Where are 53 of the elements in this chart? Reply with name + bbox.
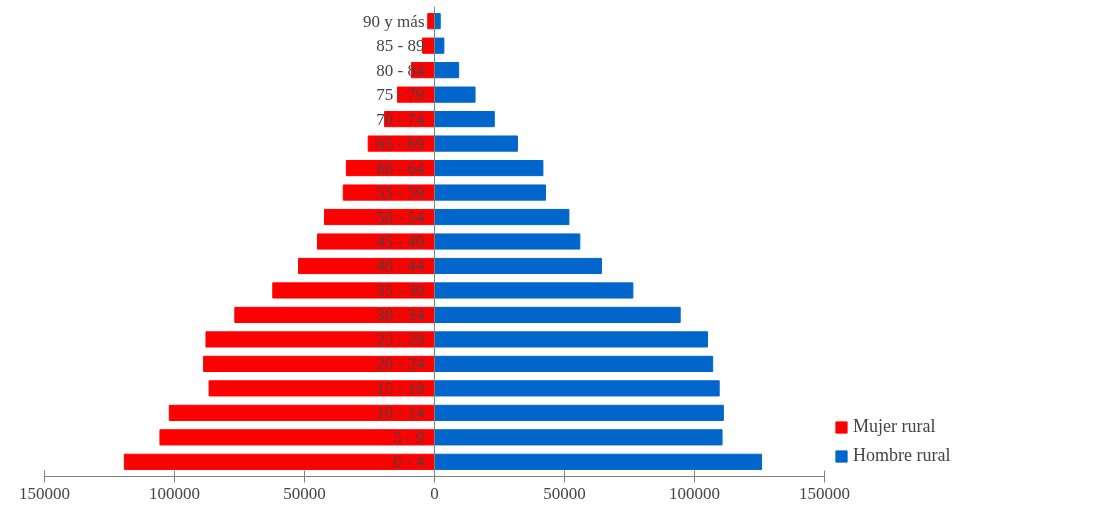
bar [208, 380, 435, 397]
x-tick-label: 100000 [669, 483, 720, 503]
bar [434, 62, 460, 79]
y-tick-label: 60 - 64 [376, 158, 425, 178]
y-tick-label: 5 - 9 [393, 427, 425, 447]
bar [123, 453, 435, 470]
bar [434, 208, 570, 226]
bar [168, 404, 435, 421]
bar [434, 159, 544, 177]
bar [434, 453, 763, 470]
legend-label: Mujer rural [853, 416, 936, 437]
y-tick-label: 25 - 29 [376, 329, 425, 349]
y-tick-label: 30 - 34 [376, 305, 425, 325]
legend-label: Hombre rural [853, 445, 951, 466]
bar [234, 306, 435, 324]
y-tick-label: 50 - 54 [376, 207, 425, 227]
bar [205, 331, 435, 348]
y-tick-label: 15 - 19 [376, 378, 425, 398]
x-tick-label: 100000 [149, 483, 200, 503]
y-tick-label: 10 - 14 [376, 403, 425, 423]
y-tick-label: 20 - 24 [376, 354, 425, 374]
bar [434, 135, 518, 152]
bar [434, 111, 495, 128]
bar [434, 355, 714, 372]
bar [434, 282, 634, 299]
bar [434, 233, 581, 250]
y-tick-label: 0 - 4 [393, 452, 425, 472]
x-tick-label: 150000 [19, 483, 70, 503]
bar [434, 37, 445, 54]
y-tick-label: 75 - 79 [376, 85, 425, 105]
y-tick-label: 55 - 59 [376, 183, 425, 203]
y-tick-label: 65 - 69 [376, 134, 425, 154]
bar [434, 404, 724, 421]
bar [272, 282, 435, 299]
y-tick-label: 90 y más [363, 11, 425, 31]
y-tick-label: 40 - 44 [376, 256, 425, 276]
bar [434, 257, 602, 275]
bar [317, 233, 435, 250]
bar [159, 429, 435, 446]
x-tick-label: 150000 [799, 483, 850, 503]
bar [434, 331, 708, 348]
x-tick-label: 50000 [543, 483, 586, 503]
bar [434, 380, 720, 397]
x-tick-label: 50000 [283, 483, 326, 503]
y-tick-label: 35 - 39 [376, 280, 425, 300]
bar [203, 355, 435, 372]
x-tick-label: 0 [430, 483, 439, 503]
bar [434, 184, 547, 201]
bar [434, 86, 476, 103]
y-tick-label: 45 - 49 [376, 232, 425, 251]
bar [434, 306, 681, 324]
bar [434, 429, 723, 446]
bar [427, 13, 435, 30]
